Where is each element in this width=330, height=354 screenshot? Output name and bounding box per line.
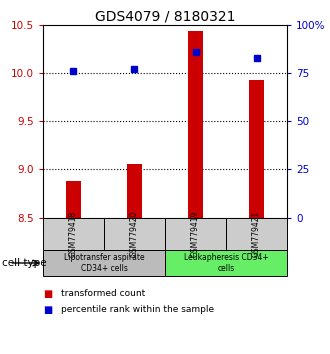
- Bar: [66, 181, 81, 218]
- Text: GSM779419: GSM779419: [191, 211, 200, 257]
- Title: GDS4079 / 8180321: GDS4079 / 8180321: [95, 10, 235, 24]
- Text: Lipotransfer aspirate
CD34+ cells: Lipotransfer aspirate CD34+ cells: [64, 253, 144, 273]
- Text: Leukapheresis CD34+
cells: Leukapheresis CD34+ cells: [184, 253, 268, 273]
- Text: ■: ■: [43, 305, 52, 315]
- Text: transformed count: transformed count: [61, 289, 145, 298]
- Text: GSM779421: GSM779421: [252, 211, 261, 257]
- Bar: [165, 250, 287, 276]
- Text: cell type: cell type: [2, 258, 46, 268]
- Bar: [226, 218, 287, 250]
- Bar: [127, 164, 142, 218]
- Bar: [43, 250, 165, 276]
- Bar: [249, 80, 264, 218]
- Text: percentile rank within the sample: percentile rank within the sample: [61, 305, 214, 314]
- Text: GSM779420: GSM779420: [130, 211, 139, 257]
- Bar: [165, 218, 226, 250]
- Text: ■: ■: [43, 289, 52, 299]
- Text: GSM779418: GSM779418: [69, 211, 78, 257]
- Bar: [104, 218, 165, 250]
- Bar: [43, 218, 104, 250]
- Bar: [188, 30, 203, 218]
